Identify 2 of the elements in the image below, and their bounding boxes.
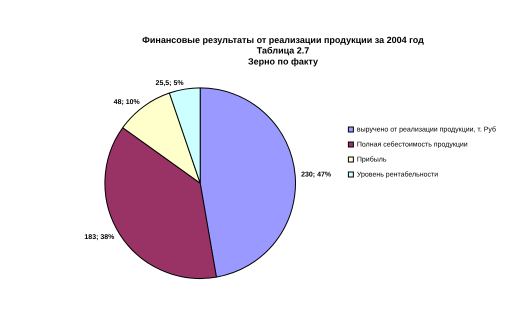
chart-subtitle: Таблица 2.7 Зерно по факту xyxy=(248,46,318,66)
chart-title: Финансовые результаты от реализации продукции за 2004 год xyxy=(142,34,424,45)
